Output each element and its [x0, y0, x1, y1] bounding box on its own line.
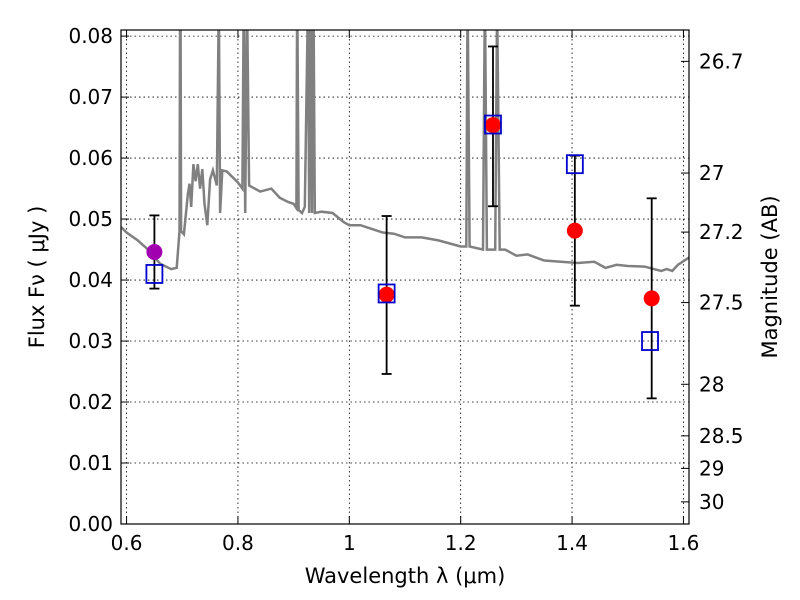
data-point: [146, 243, 163, 260]
x-tick-label: 1.4: [556, 531, 588, 555]
model-point: [641, 331, 659, 351]
right-tick-label: 27.2: [699, 220, 744, 244]
right-tick-label: 27: [699, 161, 724, 185]
right-tick-label: 30: [699, 490, 724, 514]
data-point: [566, 222, 583, 239]
right-axis-label: Magnitude (AB): [758, 195, 782, 358]
x-tick-label: 1.6: [668, 531, 700, 555]
right-tick-label: 28.5: [699, 424, 744, 448]
axis-ticks: 0.6 0.8 1 1.2 1.4 1.6 0.00 0.01 0.02 0.03 0.04 0.05…: [68, 24, 743, 555]
data-point: [378, 286, 395, 303]
data-point: [643, 290, 660, 307]
y-tick-label: 0.03: [68, 329, 113, 353]
right-tick-label: 29: [699, 456, 724, 480]
model-point: [377, 283, 396, 304]
y-tick-label: 0.06: [68, 146, 113, 170]
y-tick-label: 0.05: [68, 207, 113, 231]
spectrum-line: [121, 30, 689, 273]
x-tick-label: 1.2: [445, 531, 477, 555]
model-point: [565, 154, 584, 175]
right-tick-label: 27.5: [699, 291, 744, 315]
grid: [121, 30, 689, 525]
model-point: [145, 264, 164, 284]
right-tick-label: 26.7: [699, 49, 744, 73]
y-axis-label: Flux Fν ( μJy ): [25, 206, 49, 349]
x-tick-label: 0.8: [222, 531, 254, 555]
y-tick-label: 0.04: [68, 268, 113, 292]
right-tick-label: 28: [699, 372, 724, 396]
y-tick-label: 0.07: [68, 85, 113, 109]
plot-frame: [120, 29, 690, 525]
y-tick-label: 0.01: [68, 451, 113, 475]
x-axis-label: Wavelength λ (μm): [305, 564, 506, 588]
y-tick-label: 0.08: [68, 24, 113, 48]
model-point: [484, 114, 502, 135]
x-tick-label: 1: [343, 531, 356, 555]
x-tick-label: 0.6: [111, 531, 143, 555]
y-tick-label: 0.02: [68, 390, 113, 414]
data-point: [484, 117, 501, 134]
y-tick-label: 0.00: [68, 512, 113, 536]
plot-area: [121, 30, 689, 400]
